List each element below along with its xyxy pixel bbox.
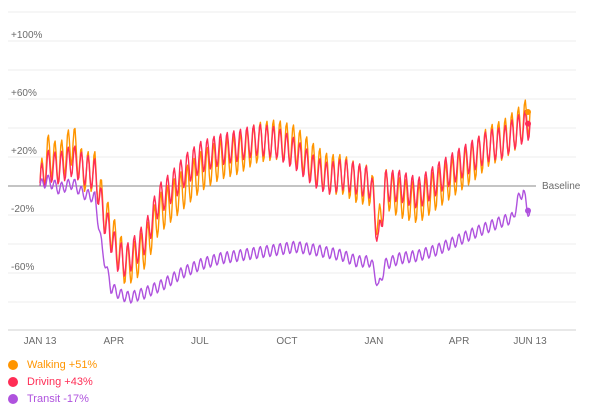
series-lines [39, 99, 531, 304]
legend-item-driving: Driving +43% [8, 373, 97, 390]
series-end-dot-2 [525, 207, 531, 214]
y-axis-labels: +100% +60% +20% -20% -60% [11, 30, 43, 273]
mobility-line-chart: +100% +60% +20% -20% -60% Baseline JAN 13 APR… [8, 11, 581, 347]
series-end-dot-0 [525, 109, 531, 116]
legend-dot-walking [8, 359, 18, 370]
x-tick-label: JUL [191, 336, 209, 347]
chart-legend: Walking +51% Driving +43% Transit -17% [8, 356, 97, 407]
legend-dot-transit [8, 393, 18, 404]
series-line-2 [39, 174, 531, 304]
y-tick-label: +20% [11, 146, 37, 157]
series-end-markers [525, 109, 531, 214]
series-end-dot-1 [525, 120, 531, 127]
y-tick-label: +100% [11, 30, 43, 41]
x-tick-label: JUN 13 [513, 336, 547, 347]
x-tick-label: APR [104, 336, 125, 347]
legend-item-transit: Transit -17% [8, 390, 97, 407]
legend-item-walking: Walking +51% [8, 356, 97, 373]
x-tick-label: APR [449, 336, 470, 347]
legend-label-transit: Transit -17% [27, 392, 89, 405]
x-tick-label: JAN [364, 336, 383, 347]
legend-label-driving: Driving +43% [27, 375, 93, 388]
legend-label-walking: Walking +51% [27, 358, 98, 371]
y-tick-label: -20% [11, 204, 34, 215]
series-line-1 [39, 110, 531, 277]
y-tick-label: +60% [11, 88, 37, 99]
y-tick-label: -60% [11, 262, 34, 273]
legend-dot-driving [8, 376, 18, 387]
baseline-label: Baseline [542, 181, 581, 192]
x-tick-label: OCT [276, 336, 297, 347]
x-axis-labels: JAN 13 APR JUL OCT JAN APR JUN 13 [24, 336, 548, 347]
x-tick-label: JAN 13 [24, 336, 57, 347]
